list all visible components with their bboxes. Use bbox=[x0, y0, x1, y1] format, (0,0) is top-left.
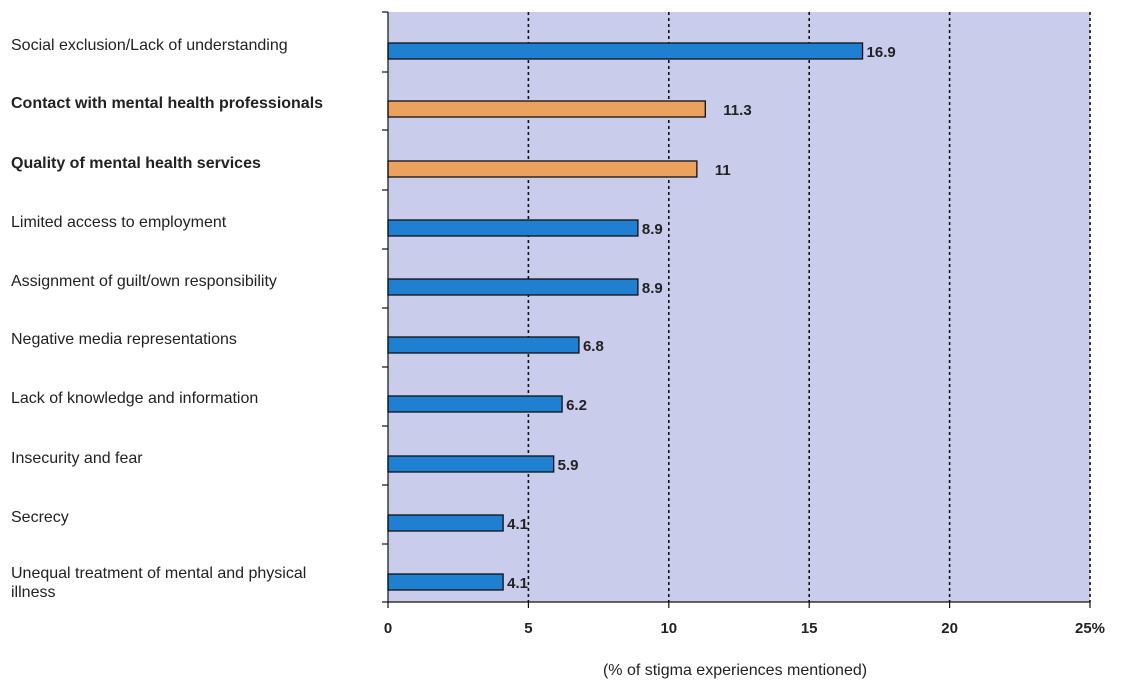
x-tick-label: 25% bbox=[1075, 620, 1105, 637]
bar bbox=[387, 395, 563, 413]
data-label: 4.1 bbox=[507, 575, 528, 592]
x-tick-label: 0 bbox=[384, 620, 392, 637]
bar bbox=[387, 336, 580, 354]
x-tick-label: 5 bbox=[524, 620, 532, 637]
bar bbox=[387, 42, 864, 60]
category-label: Social exclusion/Lack of understanding bbox=[11, 37, 288, 54]
category-label: Negative media representations bbox=[11, 331, 237, 348]
bar bbox=[387, 573, 504, 591]
bar bbox=[387, 100, 706, 118]
category-label: Unequal treatment of mental and physical… bbox=[11, 565, 306, 601]
x-axis-title: (% of stigma experiences mentioned) bbox=[603, 662, 867, 679]
data-label: 11 bbox=[715, 162, 731, 179]
data-label: 16.9 bbox=[867, 44, 896, 61]
data-label: 8.9 bbox=[642, 221, 663, 238]
data-label: 5.9 bbox=[558, 457, 579, 474]
category-label: Assignment of guilt/own responsibility bbox=[11, 273, 277, 290]
data-label: 6.8 bbox=[583, 338, 604, 355]
category-label: Secrecy bbox=[11, 509, 69, 526]
data-label: 8.9 bbox=[642, 280, 663, 297]
data-label: 6.2 bbox=[566, 397, 587, 414]
category-label: Lack of knowledge and information bbox=[11, 390, 258, 407]
category-label: Contact with mental health professionals bbox=[11, 95, 323, 112]
category-label: Insecurity and fear bbox=[11, 450, 143, 467]
x-tick-label: 20 bbox=[941, 620, 958, 637]
bar bbox=[387, 160, 698, 178]
x-tick-label: 15 bbox=[801, 620, 818, 637]
category-label: Limited access to employment bbox=[11, 214, 227, 231]
bar bbox=[387, 514, 504, 532]
data-label: 4.1 bbox=[507, 516, 528, 533]
bar bbox=[387, 455, 555, 473]
bar bbox=[387, 278, 639, 296]
bar bbox=[387, 219, 639, 237]
category-label: Quality of mental health services bbox=[11, 155, 261, 172]
data-label: 11.3 bbox=[723, 102, 751, 119]
x-tick-label: 10 bbox=[660, 620, 677, 637]
